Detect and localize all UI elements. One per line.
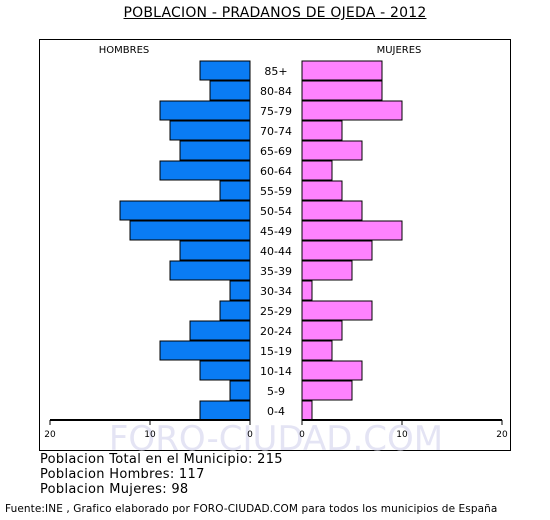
age-label-30-34: 30-34 [260,285,292,298]
tick-label-mujeres-0: 0 [299,430,305,440]
bar-hombres-30-34 [229,280,251,301]
bar-mujeres-30-34 [301,280,313,301]
bar-mujeres-5-9 [301,380,353,401]
age-label-10-14: 10-14 [260,365,292,378]
bar-hombres-55-59 [219,180,251,201]
age-label-60-64: 60-64 [260,165,292,178]
women-population-text: Poblacion Mujeres: 98 [40,482,189,497]
age-label-50-54: 50-54 [260,205,292,218]
bar-hombres-20-24 [189,320,251,341]
bar-hombres-5-9 [229,380,251,401]
bar-mujeres-0-4 [301,400,313,421]
bar-hombres-65-69 [179,140,251,161]
age-label-0-4: 0-4 [267,405,285,418]
tick-label-hombres-10: 10 [144,430,156,440]
chart-area: FORO-CIUDAD.COM HOMBRES MUJERES 85+ 80-84 75-… [39,39,511,452]
bar-mujeres-60-64 [301,160,333,181]
bar-mujeres-50-54 [301,200,363,221]
tick-label-mujeres-10: 10 [396,430,408,440]
bar-hombres-80-84 [209,80,251,101]
bar-hombres-35-39 [169,260,251,281]
bar-mujeres-75-79 [301,100,403,121]
legend-mujeres: MUJERES [377,45,422,56]
age-label-35-39: 35-39 [260,265,292,278]
total-population-text: Poblacion Total en el Municipio: 215 [40,452,283,467]
bar-hombres-10-14 [199,360,251,381]
age-label-70-74: 70-74 [260,125,292,138]
bar-mujeres-10-14 [301,360,363,381]
bar-mujeres-70-74 [301,120,343,141]
bar-mujeres-35-39 [301,260,353,281]
age-label-45-49: 45-49 [260,225,292,238]
bar-hombres-0-4 [199,400,251,421]
bar-hombres-60-64 [159,160,251,181]
bar-hombres-70-74 [169,120,251,141]
bar-mujeres-65-69 [301,140,363,161]
watermark-text: FORO-CIUDAD.COM [109,419,443,452]
tick-label-hombres-0: 0 [247,430,253,440]
legend-hombres: HOMBRES [99,45,150,56]
tick-label-hombres-20: 20 [44,430,56,440]
age-label-75-79: 75-79 [260,105,292,118]
bar-mujeres-20-24 [301,320,343,341]
population-pyramid-chart: FORO-CIUDAD.COM HOMBRES MUJERES 85+ 80-84 75-… [44,45,508,452]
age-label-40-44: 40-44 [260,245,292,258]
bar-hombres-75-79 [159,100,251,121]
bar-mujeres-55-59 [301,180,343,201]
source-note: Fuente:INE , Grafico elaborado por FORO-… [5,503,498,515]
age-label-55-59: 55-59 [260,185,292,198]
bar-mujeres-15-19 [301,340,333,361]
bar-mujeres-85+ [301,60,383,81]
bar-mujeres-25-29 [301,300,373,321]
men-population-text: Poblacion Hombres: 117 [40,467,205,482]
chart-title: POBLACION - PRADANOS DE OJEDA - 2012 [123,5,427,21]
bar-hombres-40-44 [179,240,251,261]
bar-mujeres-40-44 [301,240,373,261]
bar-mujeres-80-84 [301,80,383,101]
bar-hombres-50-54 [119,200,251,221]
age-label-5-9: 5-9 [267,385,285,398]
age-label-65-69: 65-69 [260,145,292,158]
age-label-20-24: 20-24 [260,325,292,338]
bar-hombres-15-19 [159,340,251,361]
bar-hombres-45-49 [129,220,251,241]
bar-hombres-25-29 [219,300,251,321]
bar-hombres-85+ [199,60,251,81]
bar-mujeres-45-49 [301,220,403,241]
age-label-25-29: 25-29 [260,305,292,318]
age-label-15-19: 15-19 [260,345,292,358]
age-label-85+: 85+ [264,65,287,78]
age-label-80-84: 80-84 [260,85,292,98]
tick-label-mujeres-20: 20 [496,430,508,440]
